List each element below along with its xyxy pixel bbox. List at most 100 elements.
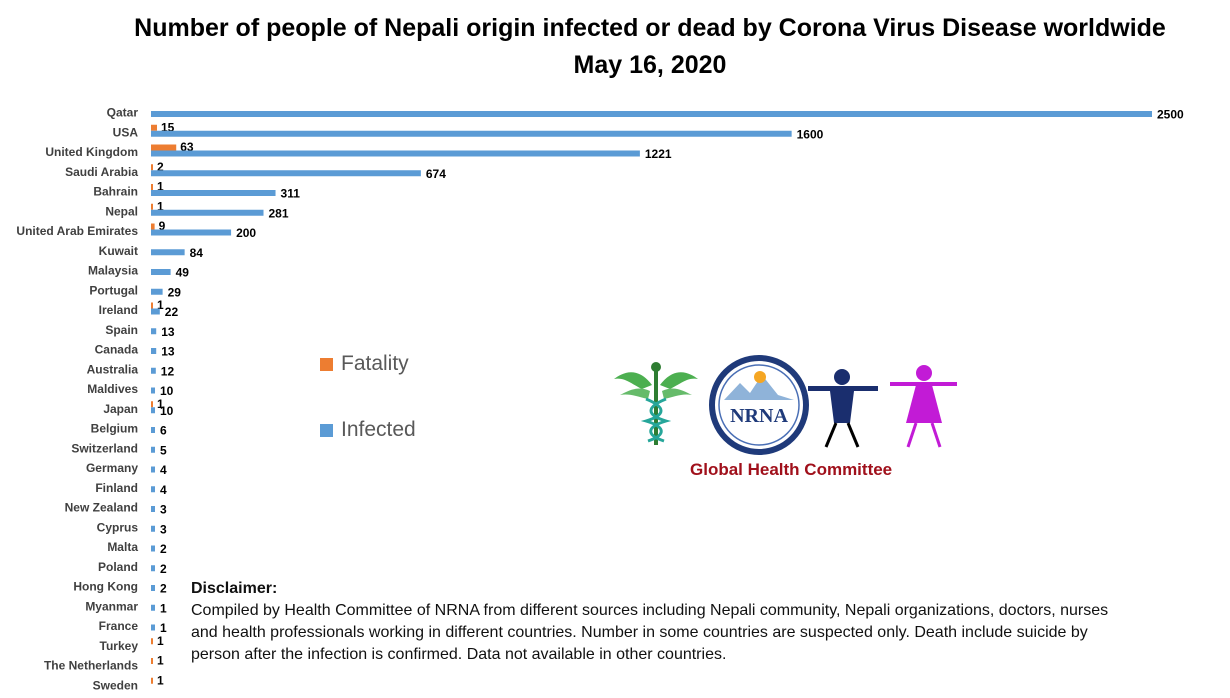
bar-infected-maldives: [151, 387, 156, 394]
category-label-switzerland: Switzerland: [71, 441, 138, 455]
bar-infected-saudi-arabia: [151, 170, 421, 177]
bar-fatality-turkey: [151, 638, 153, 645]
data-label-infected-france: 1: [160, 621, 167, 635]
data-label-infected-malta: 2: [160, 542, 167, 556]
logo-graphics: NRNA: [614, 355, 960, 455]
data-label-infected-united-arab-emirates: 200: [236, 226, 256, 240]
category-label-spain: Spain: [105, 323, 138, 337]
category-label-malaysia: Malaysia: [88, 264, 138, 278]
data-label-infected-japan: 10: [160, 404, 174, 418]
category-label-united-kingdom: United Kingdom: [45, 145, 138, 159]
bar-infected-spain: [151, 328, 157, 335]
chart-subtitle: May 16, 2020: [573, 51, 727, 79]
bar-infected-malta: [151, 545, 155, 552]
data-label-fatality-nepal: 1: [157, 199, 164, 213]
disclaimer-line-3: person after the infection is confirmed.…: [191, 646, 727, 663]
category-label-japan: Japan: [103, 402, 138, 416]
data-label-infected-bahrain: 311: [281, 187, 301, 201]
bar-infected-france: [151, 624, 155, 631]
bar-infected-cyprus: [151, 525, 155, 532]
disclaimer-line-2: and health professionals working in diff…: [191, 624, 1088, 641]
legend-item-infected: Infected: [320, 417, 416, 443]
data-label-infected-united-kingdom: 1221: [645, 147, 672, 161]
data-label-infected-finland: 4: [160, 483, 167, 497]
category-label-the-netherlands: The Netherlands: [44, 659, 138, 673]
data-label-infected-qatar: 2500: [1157, 108, 1184, 122]
category-label-new-zealand: New Zealand: [65, 501, 138, 515]
data-label-infected-switzerland: 5: [160, 443, 167, 457]
data-label-infected-poland: 2: [160, 562, 167, 576]
data-label-infected-saudi-arabia: 674: [426, 167, 446, 181]
category-label-myanmar: Myanmar: [85, 599, 138, 613]
bar-infected-switzerland: [151, 446, 155, 453]
category-label-australia: Australia: [87, 362, 139, 376]
bar-fatality-ireland: [151, 302, 153, 309]
data-label-infected-new-zealand: 3: [160, 503, 167, 517]
data-label-fatality-saudi-arabia: 2: [157, 160, 164, 174]
legend-label-infected: Infected: [341, 418, 416, 441]
data-label-fatality-japan: 1: [157, 397, 164, 411]
category-label-malta: Malta: [107, 540, 138, 554]
category-label-sweden: Sweden: [93, 678, 138, 692]
category-label-finland: Finland: [95, 481, 138, 495]
data-label-infected-belgium: 6: [160, 424, 167, 438]
data-label-fatality-bahrain: 1: [157, 180, 164, 194]
bar-infected-poland: [151, 565, 155, 572]
bar-fatality-the-netherlands: [151, 658, 153, 664]
data-label-fatality-united-arab-emirates: 9: [159, 219, 166, 233]
nrna-logo-text: NRNA: [730, 405, 788, 427]
category-label-united-arab-emirates: United Arab Emirates: [16, 224, 138, 238]
bar-infected-united-arab-emirates: [151, 229, 232, 236]
bar-infected-ireland: [151, 308, 160, 315]
category-label-poland: Poland: [98, 560, 138, 574]
data-label-infected-nepal: 281: [269, 206, 289, 220]
legend-swatch-infected: [320, 423, 333, 437]
bar-infected-nepal: [151, 209, 264, 216]
bar-fatality-bahrain: [151, 184, 153, 190]
female-figure-icon: [890, 365, 960, 448]
bar-fatality-nepal: [151, 203, 153, 210]
global-health-committee-caption: Global Health Committee: [690, 460, 893, 479]
bar-infected-canada: [151, 348, 157, 354]
chart-title: Number of people of Nepali origin infect…: [134, 14, 1166, 42]
category-label-canada: Canada: [95, 343, 139, 357]
data-label-infected-portugal: 29: [168, 285, 182, 299]
bar-fatality-usa: [151, 124, 158, 131]
data-label-infected-usa: 1600: [797, 127, 824, 141]
bar-infected-kuwait: [151, 249, 185, 256]
data-label-fatality-sweden: 1: [157, 673, 164, 687]
bar-fatality-japan: [151, 401, 153, 408]
category-label-maldives: Maldives: [87, 382, 138, 396]
data-label-fatality-turkey: 1: [157, 634, 164, 648]
bar-infected-belgium: [151, 427, 155, 433]
data-label-infected-germany: 4: [160, 463, 167, 477]
category-label-germany: Germany: [86, 461, 138, 475]
data-label-fatality-the-netherlands: 1: [157, 654, 164, 668]
legend-label-fatality: Fatality: [341, 352, 409, 375]
data-label-infected-cyprus: 3: [160, 522, 167, 536]
bar-infected-bahrain: [151, 190, 276, 196]
category-label-france: France: [99, 619, 139, 633]
legend-swatch-fatality: [320, 357, 333, 371]
bar-infected-usa: [151, 130, 792, 137]
bar-infected-qatar: [151, 111, 1152, 117]
male-figure-icon: [808, 369, 878, 448]
data-label-infected-australia: 12: [161, 364, 175, 378]
disclaimer: Disclaimer: Compiled by Health Committee…: [191, 578, 1181, 666]
bar-fatality-united-kingdom: [151, 144, 177, 151]
bar-infected-united-kingdom: [151, 150, 640, 157]
nrna-logo: NRNA: [709, 355, 809, 455]
category-label-saudi-arabia: Saudi Arabia: [65, 165, 138, 179]
bar-infected-hong-kong: [151, 585, 155, 591]
category-label-usa: USA: [113, 125, 139, 139]
category-label-nepal: Nepal: [105, 204, 138, 218]
data-label-infected-spain: 13: [161, 325, 175, 339]
data-label-infected-maldives: 10: [160, 384, 174, 398]
bar-fatality-sweden: [151, 677, 153, 684]
category-label-qatar: Qatar: [107, 106, 139, 120]
disclaimer-heading: Disclaimer:: [191, 580, 278, 597]
category-label-belgium: Belgium: [91, 422, 138, 436]
category-label-cyprus: Cyprus: [97, 520, 139, 534]
caduceus-logo-icon: [614, 362, 698, 445]
